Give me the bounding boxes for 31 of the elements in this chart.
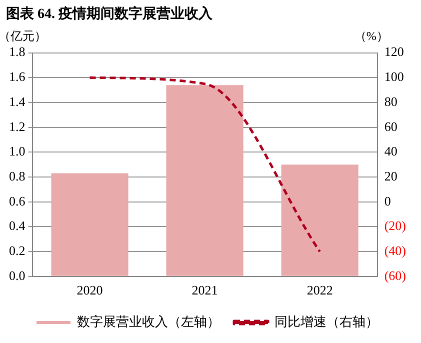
y2-tick-label: (20) xyxy=(384,218,406,234)
legend-label: 同比增速（右轴） xyxy=(274,314,378,329)
y2-tick-label: 0 xyxy=(384,193,391,208)
y2-tick-label: 20 xyxy=(384,168,398,184)
y2-tick-label: 40 xyxy=(384,144,398,159)
chart-title: 图表 64. 疫情期间数字展营业收入 xyxy=(6,5,214,22)
y-tick-label: 0.0 xyxy=(9,268,26,283)
y-tick-label: 1.4 xyxy=(9,94,26,109)
y2-tick-label: (40) xyxy=(384,242,406,258)
y-tick-label: 1.8 xyxy=(9,44,26,60)
y-tick-label: 0.2 xyxy=(9,242,26,258)
y2-tick-label: 120 xyxy=(384,44,404,60)
y-tick-label: 0.4 xyxy=(9,218,26,234)
y-tick-label: 1.2 xyxy=(9,118,26,134)
y-tick-label: 1.6 xyxy=(9,69,26,84)
bar xyxy=(281,164,358,276)
bar xyxy=(166,85,244,276)
y2-axis-title: （%） xyxy=(354,28,388,43)
y2-tick-label: 80 xyxy=(384,94,398,109)
x-tick-label: 2020 xyxy=(76,282,103,298)
x-tick-label: 2021 xyxy=(192,282,218,298)
y2-tick-label: (60) xyxy=(384,268,406,283)
y-tick-label: 1.0 xyxy=(9,144,26,159)
y2-tick-label: 100 xyxy=(384,69,404,84)
bar xyxy=(51,173,128,276)
y2-tick-label: 60 xyxy=(384,118,398,134)
y-axis-title: （亿元） xyxy=(0,28,46,43)
y-tick-label: 0.6 xyxy=(9,193,26,208)
legend-label: 数字展营业收入（左轴） xyxy=(77,314,220,329)
x-tick-label: 2022 xyxy=(306,282,333,298)
y-tick-label: 0.8 xyxy=(9,168,26,184)
